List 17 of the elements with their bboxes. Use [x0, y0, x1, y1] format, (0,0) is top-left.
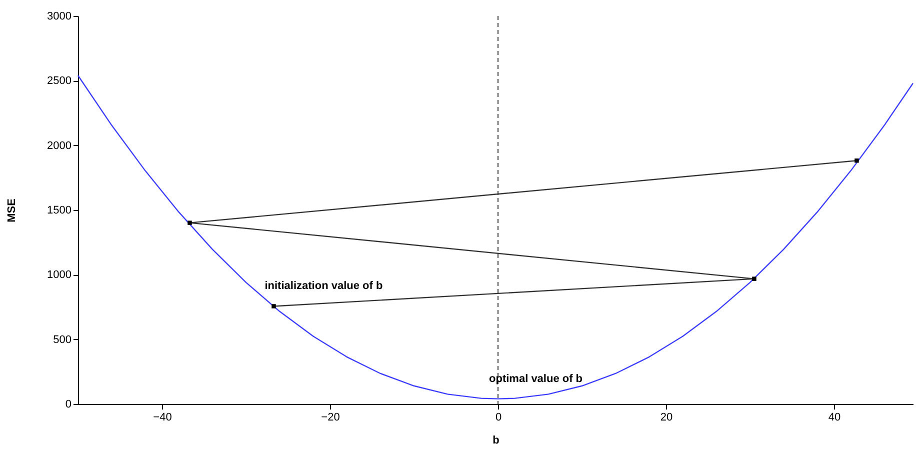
x-tick-label: 40 — [828, 412, 841, 424]
y-tick-label: 1500 — [47, 204, 72, 216]
x-tick-label: 20 — [660, 412, 673, 424]
y-tick-label: 1000 — [47, 269, 72, 282]
annotation: optimal value of b — [489, 372, 583, 385]
x-tick-label: 0 — [495, 412, 502, 424]
x-axis-title: b — [492, 434, 500, 446]
annotation: initialization value of b — [264, 280, 383, 292]
y-tick-label: 3000 — [47, 10, 72, 22]
x-tick-label: −20 — [321, 412, 340, 424]
y-tick-label: 0 — [65, 398, 72, 410]
y-tick-label: 2500 — [47, 75, 72, 88]
x-tick-label: −40 — [153, 412, 172, 424]
y-tick-label: 2000 — [47, 140, 72, 152]
y-tick-label: 500 — [53, 334, 72, 346]
y-axis-title: MSE — [6, 198, 18, 222]
line-series — [77, 74, 914, 400]
